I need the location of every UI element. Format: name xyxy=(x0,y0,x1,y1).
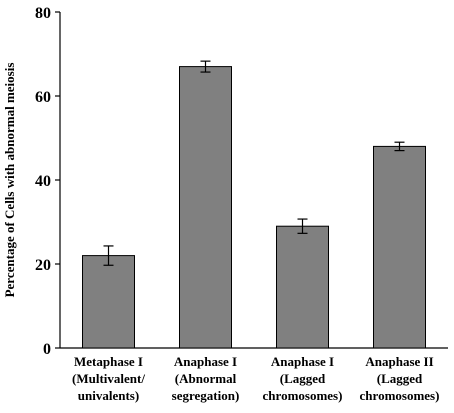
error-bar xyxy=(297,218,308,234)
error-bar xyxy=(200,60,211,73)
y-tick-label: 60 xyxy=(35,89,51,106)
bar xyxy=(179,66,232,349)
y-tick-label: 0 xyxy=(43,341,51,358)
x-category-label: Anaphase I (Abnormal segregation) xyxy=(172,354,240,403)
error-bar xyxy=(103,245,114,266)
bar xyxy=(82,255,135,349)
bar xyxy=(373,145,426,349)
bars xyxy=(82,66,426,349)
y-tick-label: 80 xyxy=(35,5,51,22)
error-bars xyxy=(103,60,405,266)
y-tick-label: 20 xyxy=(35,257,51,274)
x-category-label: Anaphase I (Lagged chromosomes) xyxy=(263,354,343,403)
bar xyxy=(276,225,329,349)
y-axis-title: Percentage of Cells with abnormal meiosi… xyxy=(2,63,17,298)
error-bar xyxy=(394,141,405,152)
y-axis-ticks: 0 20 40 60 80 xyxy=(35,5,60,358)
x-category-label: Metaphase I (Multivalent/univalents) xyxy=(72,354,145,403)
x-axis-labels: Metaphase I (Multivalent/univalents) Anaph… xyxy=(72,354,439,403)
x-category-label: Anaphase II (Lagged chromosomes) xyxy=(360,354,440,403)
y-tick-label: 40 xyxy=(35,173,51,190)
